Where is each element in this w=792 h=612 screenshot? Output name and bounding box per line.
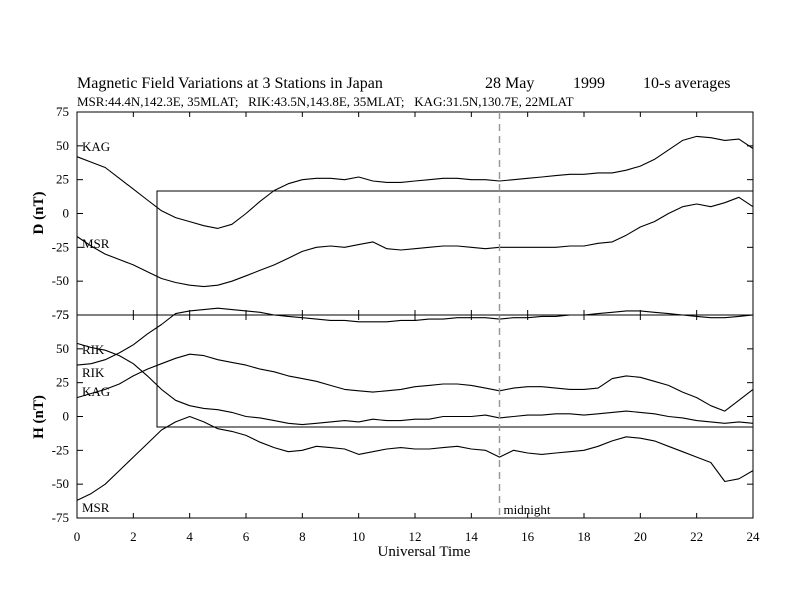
x-tick-label: 6 xyxy=(243,529,250,544)
h-connector-line xyxy=(156,315,753,428)
d-ytick-label: 0 xyxy=(63,206,70,221)
d-ytick-label: -25 xyxy=(52,239,69,254)
h-series-label-kag: KAG xyxy=(82,384,110,399)
chart-title: Magnetic Field Variations at 3 Stations … xyxy=(77,75,383,92)
chart-date: 28 May xyxy=(485,75,534,92)
x-tick-label: 22 xyxy=(690,529,703,544)
h-trace-rik xyxy=(76,307,754,366)
d-series-label-msr: MSR xyxy=(82,236,110,251)
x-tick-label: 8 xyxy=(299,529,306,544)
chart-averaging: 10-s averages xyxy=(643,75,731,92)
h-panel-frame xyxy=(76,314,754,519)
d-ytick-label: 25 xyxy=(56,172,69,187)
midnight-label: midnight xyxy=(504,502,551,517)
x-tick-label: 4 xyxy=(186,529,193,544)
d-ytick-label: 50 xyxy=(56,138,69,153)
d-panel-traces: KAG MSR xyxy=(76,135,754,288)
h-ytick-label: -50 xyxy=(52,476,69,491)
h-trace-rik xyxy=(76,342,754,426)
h-ytick-label: -75 xyxy=(52,510,69,525)
x-tick-label: 16 xyxy=(521,529,535,544)
chart-year: 1999 xyxy=(573,75,605,92)
h-ytick-label: -25 xyxy=(52,442,69,457)
x-tick-label: 0 xyxy=(74,529,81,544)
d-panel-ticks: 75 50 25 0 -25 -50 -75 xyxy=(52,104,754,322)
d-panel-ylabel: D (nT) xyxy=(31,192,47,235)
x-tick-label: 20 xyxy=(634,529,647,544)
h-ytick-label: 75 xyxy=(56,307,69,322)
x-tick-label: 12 xyxy=(409,529,422,544)
d-panel-frame xyxy=(76,111,754,316)
h-trace-kag xyxy=(76,353,754,412)
h-ytick-label: 50 xyxy=(56,341,69,356)
chart-subtitle: MSR:44.4N,142.3E, 35MLAT; RIK:43.5N,143.… xyxy=(77,94,574,109)
x-tick-label: 18 xyxy=(578,529,591,544)
h-ytick-label: 0 xyxy=(63,409,70,424)
d-trace-msr xyxy=(76,196,754,288)
x-tick-label: 2 xyxy=(130,529,137,544)
h-trace-msr xyxy=(76,415,754,501)
d-ytick-label: -75 xyxy=(52,307,69,322)
x-tick-label: 10 xyxy=(352,529,365,544)
x-tick-label: 24 xyxy=(747,529,761,544)
x-tick-label: 14 xyxy=(465,529,479,544)
h-series-label-msr: MSR xyxy=(82,500,110,515)
h-ytick-label: 25 xyxy=(56,375,69,390)
h-panel-ylabel: H (nT) xyxy=(31,395,47,439)
h-panel-ticks: 75 50 25 0 -25 -50 -75 xyxy=(52,307,754,525)
connector-lines xyxy=(156,190,753,428)
x-axis-label: Universal Time xyxy=(378,544,471,560)
h-panel-traces: RIK RIK KAG MSR xyxy=(76,307,754,515)
d-ytick-label: 75 xyxy=(56,104,69,119)
x-axis-ticks: 0 2 4 6 8 10 12 14 16 18 20 22 24 xyxy=(74,529,760,544)
d-ytick-label: -50 xyxy=(52,273,69,288)
h-series-label-rik: RIK xyxy=(82,365,105,380)
d-connector-line xyxy=(156,190,753,315)
d-trace-kag xyxy=(76,135,754,229)
d-series-label-kag: KAG xyxy=(82,139,110,154)
h-series-label-rik: RIK xyxy=(82,342,105,357)
